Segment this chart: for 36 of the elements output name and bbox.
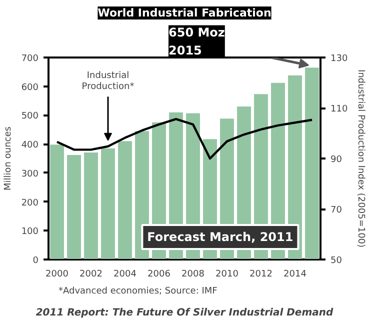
text: 2011 Report: The Future Of Silver Industrial Demand	[36, 308, 334, 318]
y-tick-label: 400	[21, 140, 39, 151]
chart-title: World Industrial Fabrication	[98, 6, 272, 20]
annotation: Industrial Production*	[82, 71, 135, 92]
y-tick-label: 700	[21, 54, 39, 64]
x-tick-label: 2008	[182, 270, 205, 280]
bar	[67, 155, 81, 260]
x-tick-label: 2012	[250, 270, 272, 280]
annotation: Forecast March, 2011	[147, 230, 294, 244]
y-axis-title: Million ounces	[3, 126, 14, 190]
x-tick-label: 2000	[46, 270, 69, 280]
x-tick-label: 2004	[114, 270, 137, 280]
y-tick-label: 300	[21, 169, 39, 180]
y2-tick-label: 70	[330, 206, 342, 216]
x-tick-label: 2006	[148, 270, 171, 280]
y2-tick-label: 110	[330, 104, 348, 114]
y2-tick-label: 90	[330, 155, 342, 165]
x-tick-label: 2010	[216, 270, 239, 280]
y-tick-label: 100	[21, 227, 39, 238]
bar	[101, 148, 115, 260]
y-tick-label: 0	[32, 256, 39, 266]
text: *Advanced economies; Source: IMF	[58, 286, 218, 296]
y2-axis-title: Industrial Production Index (2005=100)	[356, 69, 366, 248]
line-series	[56, 118, 314, 160]
y-tick-label: 500	[21, 112, 39, 122]
y-tick-label: 200	[21, 198, 39, 208]
text: 650 Moz 2015	[168, 25, 225, 58]
bar	[50, 144, 64, 260]
y-tick-label: 600	[21, 82, 39, 93]
x-tick-label: 2002	[80, 270, 102, 280]
bar	[84, 152, 98, 260]
y2-tick-label: 50	[330, 256, 342, 266]
x-tick-label: 2014	[284, 270, 307, 280]
bar	[305, 68, 319, 260]
bar	[118, 141, 132, 260]
y2-tick-label: 130	[330, 54, 348, 64]
